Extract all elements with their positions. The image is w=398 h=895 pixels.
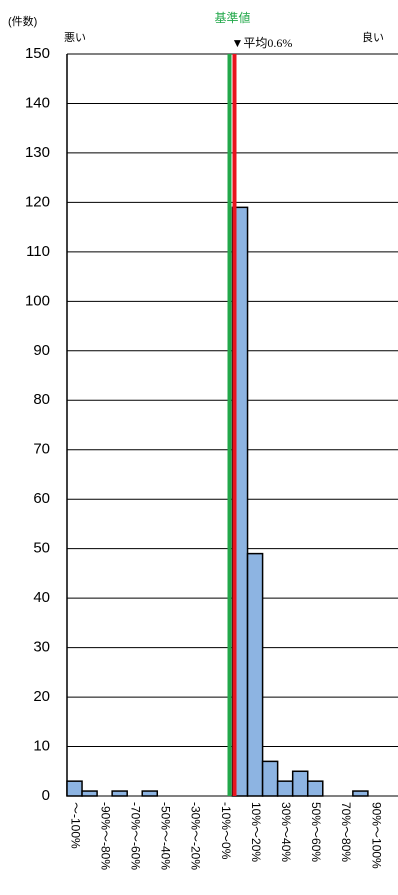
x-tick-label: 〜-100%: [68, 802, 82, 849]
y-tick-label: 10: [33, 738, 50, 755]
x-tick-label: 70%〜80%: [339, 802, 353, 862]
x-tick-label: 10%〜20%: [249, 802, 263, 862]
y-tick-label: 120: [25, 193, 50, 210]
y-tick-label: 110: [26, 243, 50, 260]
left-label: 悪い: [64, 31, 86, 44]
y-tick-label: 80: [33, 391, 50, 408]
bar: [66, 780, 83, 797]
y-tick-label: 0: [42, 787, 50, 804]
x-tick-label: -30%〜-20%: [189, 802, 203, 870]
y-tick-label: 130: [25, 144, 50, 161]
x-tick-label: -90%〜-80%: [98, 802, 112, 870]
bar: [111, 790, 128, 797]
bar: [141, 790, 159, 797]
y-tick-label: 50: [33, 540, 50, 557]
y-tick-label: 40: [33, 589, 50, 606]
bar: [291, 770, 309, 797]
x-tick-label: -50%〜-40%: [159, 802, 173, 870]
y-unit-label: (件数): [8, 15, 37, 28]
mean-label: ▼平均0.6%: [232, 36, 293, 50]
reference-label: 基準値: [214, 10, 250, 25]
bar: [261, 760, 279, 797]
bar: [246, 552, 264, 797]
y-tick-label: 20: [33, 688, 50, 705]
y-tick-label: 150: [25, 45, 50, 62]
x-tick-label: 30%〜40%: [279, 802, 293, 862]
x-tick-label: 90%〜100%: [369, 802, 383, 869]
y-tick-label: 140: [25, 94, 50, 111]
x-tick-label: -70%〜-60%: [129, 802, 143, 870]
y-tick-label: 90: [33, 342, 50, 359]
right-label: 良い: [362, 30, 384, 44]
y-tick-label: 30: [33, 639, 50, 656]
x-tick-label: -10%〜0%: [219, 802, 233, 860]
y-tick-label: 100: [25, 292, 50, 309]
x-tick-label: 50%〜60%: [309, 802, 323, 862]
y-tick-label: 70: [33, 441, 50, 458]
bar: [352, 790, 369, 797]
bar: [306, 780, 324, 797]
y-tick-label: 60: [33, 490, 50, 507]
bar: [81, 790, 98, 797]
bar: [276, 780, 294, 797]
